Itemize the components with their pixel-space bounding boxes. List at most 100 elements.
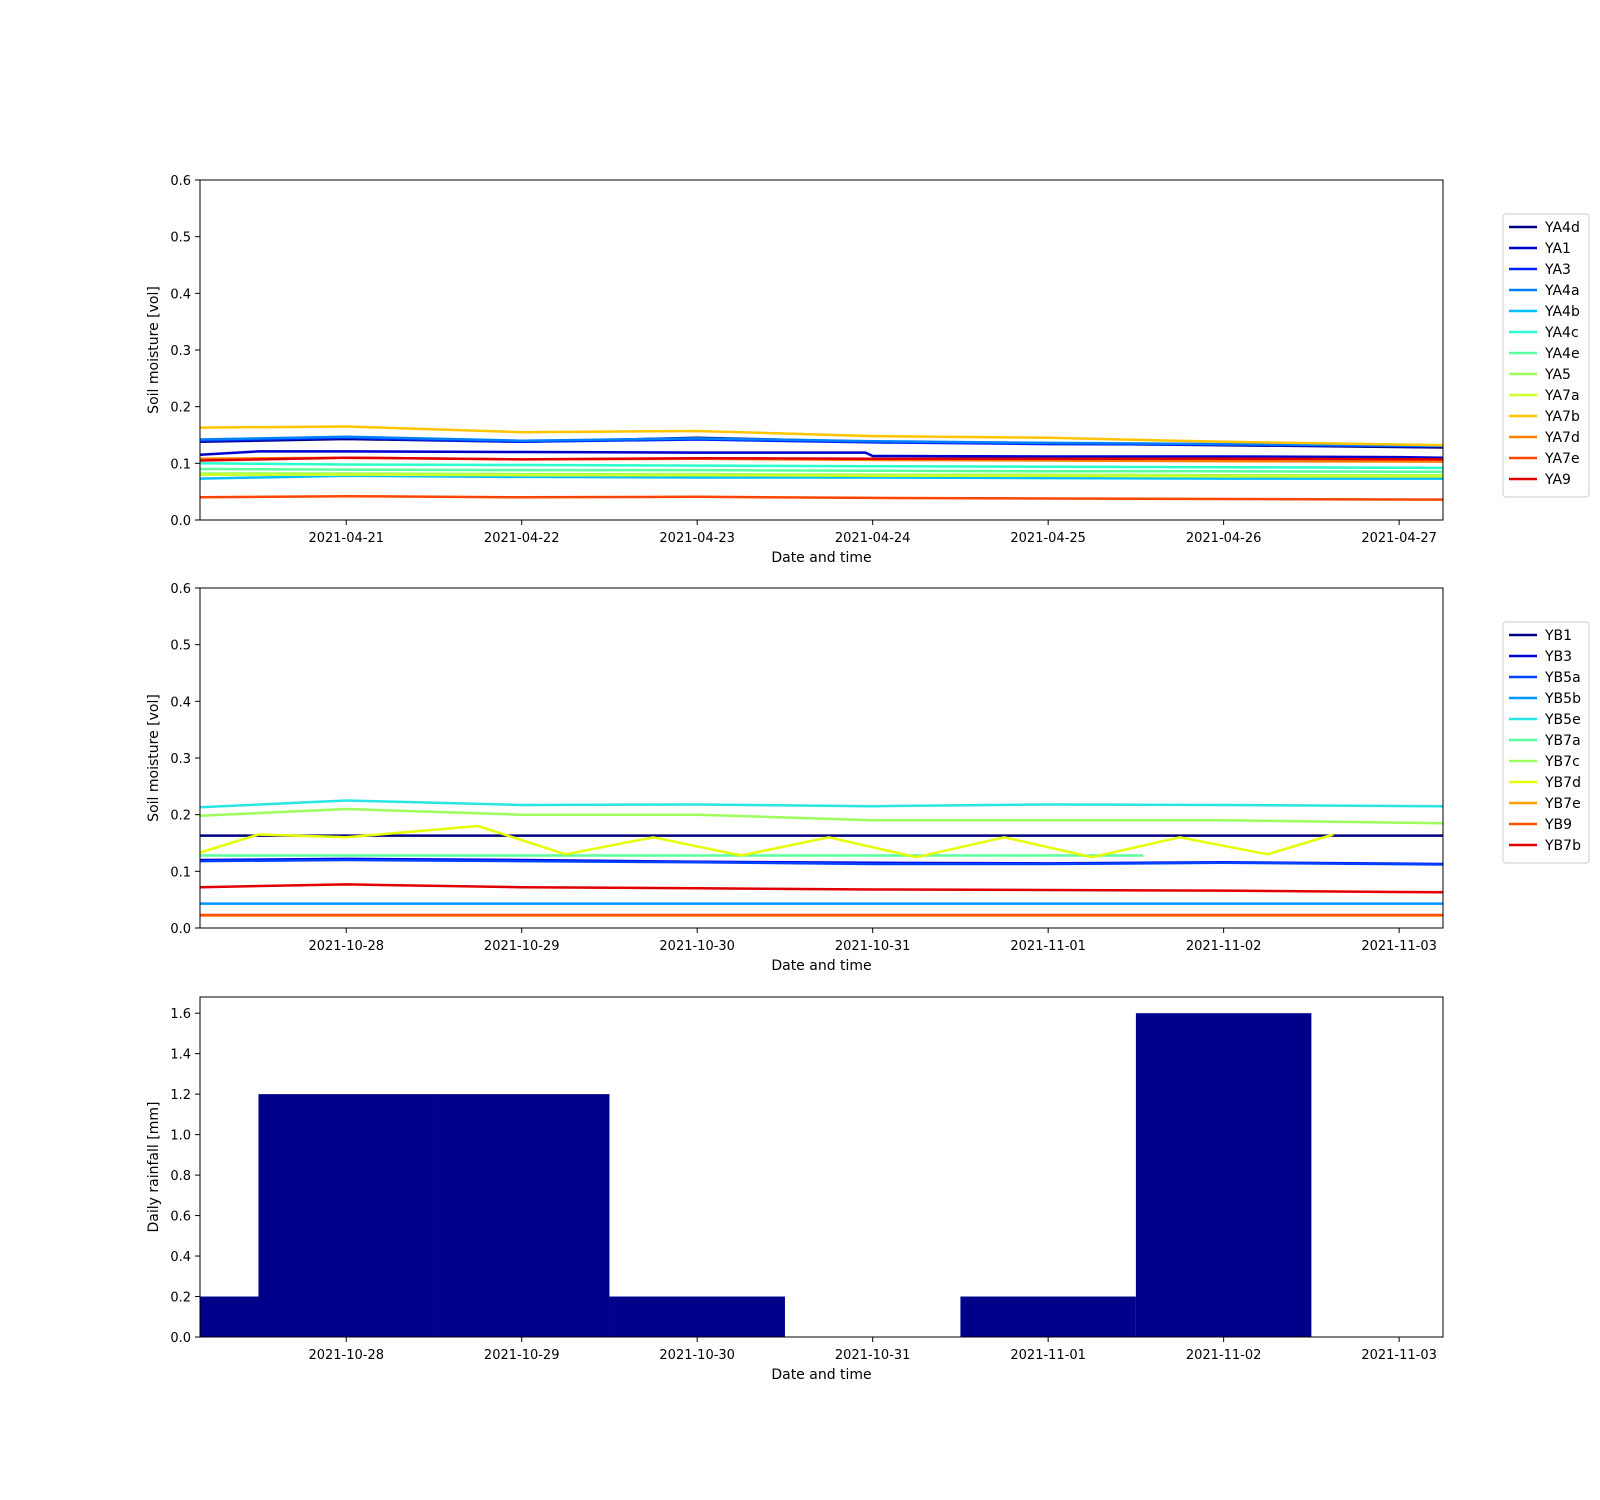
legend-label-YB7b: YB7b <box>1544 838 1581 854</box>
legend-label-YA4d: YA4d <box>1544 220 1580 236</box>
series-line-YB7c <box>200 807 1443 825</box>
y-tick-label: 1.4 <box>170 1048 191 1063</box>
x-axis-label: Date and time <box>771 1367 871 1383</box>
rainfall-chart: 0.0 0.2 0.4 0.6 0.8 1.0 1.2 1.4 1.6 2021-10-28 202… <box>146 996 1444 1383</box>
x-axis-label: Date and time <box>771 550 871 566</box>
x-tick-label: 2021-04-21 <box>308 531 384 546</box>
y-tick-label: 0.2 <box>170 401 191 416</box>
rain-bar-2021-11-01 <box>960 1296 1136 1337</box>
moisture-chart-april: 0.0 0.1 0.2 0.3 0.4 0.5 0.6 2021-04-21 2021-04-2… <box>146 174 1590 566</box>
y-axis-label: Soil moisture [vol] <box>146 694 162 822</box>
x-tick-label: 2021-04-25 <box>1010 531 1086 546</box>
series-line-YA9 <box>200 456 1443 462</box>
series-line-YA4e <box>200 467 1443 474</box>
legend-box <box>1502 213 1590 498</box>
x-tick-label: 2021-10-30 <box>659 939 735 954</box>
legend-label-YA4a: YA4a <box>1544 283 1580 299</box>
legend-label-YA4c: YA4c <box>1544 325 1579 341</box>
rain-bar-2021-10-30 <box>609 1296 785 1337</box>
series-line-YA7a <box>200 473 1443 478</box>
x-tick-label: 2021-04-22 <box>484 531 560 546</box>
legend: YB1 YB3 YB5a YB5b YB5e YB7a YB7c YB7d YB7e YB9 YB7… <box>1502 621 1590 864</box>
x-tick-label: 2021-04-26 <box>1186 531 1262 546</box>
x-tick-label: 2021-04-24 <box>835 531 911 546</box>
y-tick-label: 0.6 <box>170 1210 191 1225</box>
x-tick-label: 2021-11-02 <box>1186 939 1262 954</box>
legend-label-YB7e: YB7e <box>1544 796 1581 812</box>
y-axis-label: Daily rainfall [mm] <box>146 1102 162 1233</box>
legend-label-YB3: YB3 <box>1544 649 1572 665</box>
y-tick-label: 1.0 <box>170 1129 191 1144</box>
series-lines <box>200 799 1443 917</box>
rain-bar-2021-10-28 <box>258 1094 434 1337</box>
x-tick-label: 2021-10-29 <box>484 1348 560 1363</box>
series-line-YA4c <box>200 462 1443 470</box>
legend-label-YA1: YA1 <box>1544 241 1571 257</box>
y-tick-label: 0.0 <box>170 922 191 937</box>
y-tick-label: 1.6 <box>170 1007 191 1022</box>
series-line-YA1 <box>200 450 1443 459</box>
x-axis-label: Date and time <box>771 958 871 974</box>
series-line-YA7e <box>200 494 1443 501</box>
x-tick-label: 2021-04-27 <box>1361 531 1437 546</box>
legend-label-YA7e: YA7e <box>1544 451 1580 467</box>
series-line-YB5a <box>200 858 1443 866</box>
moisture-chart-october: 0.0 0.1 0.2 0.3 0.4 0.5 0.6 2021-10-28 2021-10-2… <box>146 582 1590 974</box>
legend-label-YA4e: YA4e <box>1544 346 1580 362</box>
x-tick-label: 2021-11-03 <box>1361 1348 1437 1363</box>
series-line-YA4a <box>200 435 1443 448</box>
axes-frame <box>199 587 1444 929</box>
rain-bar-2021-10-27 <box>200 1296 259 1337</box>
legend-label-YA5: YA5 <box>1544 367 1571 383</box>
legend-label-YB5a: YB5a <box>1544 670 1581 686</box>
legend-label-YA7b: YA7b <box>1544 409 1580 425</box>
legend-label-YA3: YA3 <box>1544 262 1571 278</box>
legend-label-YB7a: YB7a <box>1544 733 1581 749</box>
x-tick-label: 2021-10-31 <box>835 1348 911 1363</box>
legend-label-YB1: YB1 <box>1544 628 1572 644</box>
y-tick-label: 0.2 <box>170 1291 191 1306</box>
y-tick-label: 0.1 <box>170 865 191 880</box>
y-tick-label: 0.8 <box>170 1169 191 1184</box>
series-line-YB5e <box>200 799 1443 809</box>
series-line-YB7d <box>200 824 1334 859</box>
y-tick-label: 0.0 <box>170 1331 191 1346</box>
x-tick-label: 2021-11-01 <box>1010 939 1086 954</box>
x-tick-label: 2021-11-01 <box>1010 1348 1086 1363</box>
rain-bar-2021-11-02 <box>1135 1013 1312 1337</box>
legend-label-YB5e: YB5e <box>1544 712 1581 728</box>
legend-label-YB7d: YB7d <box>1544 775 1581 791</box>
y-tick-label: 0.3 <box>170 344 191 359</box>
legend-label-YB7c: YB7c <box>1544 754 1580 770</box>
legend: YA4d YA1 YA3 YA4a YA4b YA4c YA4e YA5 YA7a YA7b YA7… <box>1502 213 1590 498</box>
rain-bar-2021-10-29 <box>433 1094 610 1337</box>
x-tick-label: 2021-10-28 <box>308 939 384 954</box>
series-lines <box>200 425 1443 501</box>
y-tick-label: 0.4 <box>170 287 191 302</box>
y-tick-label: 0.1 <box>170 457 191 472</box>
y-tick-label: 0.6 <box>170 582 191 597</box>
x-tick-label: 2021-10-30 <box>659 1348 735 1363</box>
x-tick-label: 2021-10-31 <box>835 939 911 954</box>
x-tick-label: 2021-11-03 <box>1361 939 1437 954</box>
y-axis-label: Soil moisture [vol] <box>146 286 162 414</box>
y-tick-label: 0.5 <box>170 639 191 654</box>
y-tick-label: 0.6 <box>170 174 191 189</box>
legend-label-YA7d: YA7d <box>1544 430 1580 446</box>
y-tick-label: 0.0 <box>170 514 191 529</box>
legend-label-YB9: YB9 <box>1544 817 1572 833</box>
y-tick-label: 0.5 <box>170 231 191 246</box>
y-tick-label: 0.4 <box>170 1250 191 1265</box>
legend-label-YB5b: YB5b <box>1544 691 1581 707</box>
y-tick-label: 0.2 <box>170 809 191 824</box>
x-tick-label: 2021-10-29 <box>484 939 560 954</box>
legend-label-YA9: YA9 <box>1544 472 1571 488</box>
x-tick-label: 2021-11-02 <box>1186 1348 1262 1363</box>
legend-label-YA4b: YA4b <box>1544 304 1580 320</box>
x-tick-label: 2021-04-23 <box>659 531 735 546</box>
x-tick-label: 2021-10-28 <box>308 1348 384 1363</box>
y-tick-label: 0.3 <box>170 752 191 767</box>
y-tick-label: 1.2 <box>170 1088 191 1103</box>
y-tick-label: 0.4 <box>170 695 191 710</box>
